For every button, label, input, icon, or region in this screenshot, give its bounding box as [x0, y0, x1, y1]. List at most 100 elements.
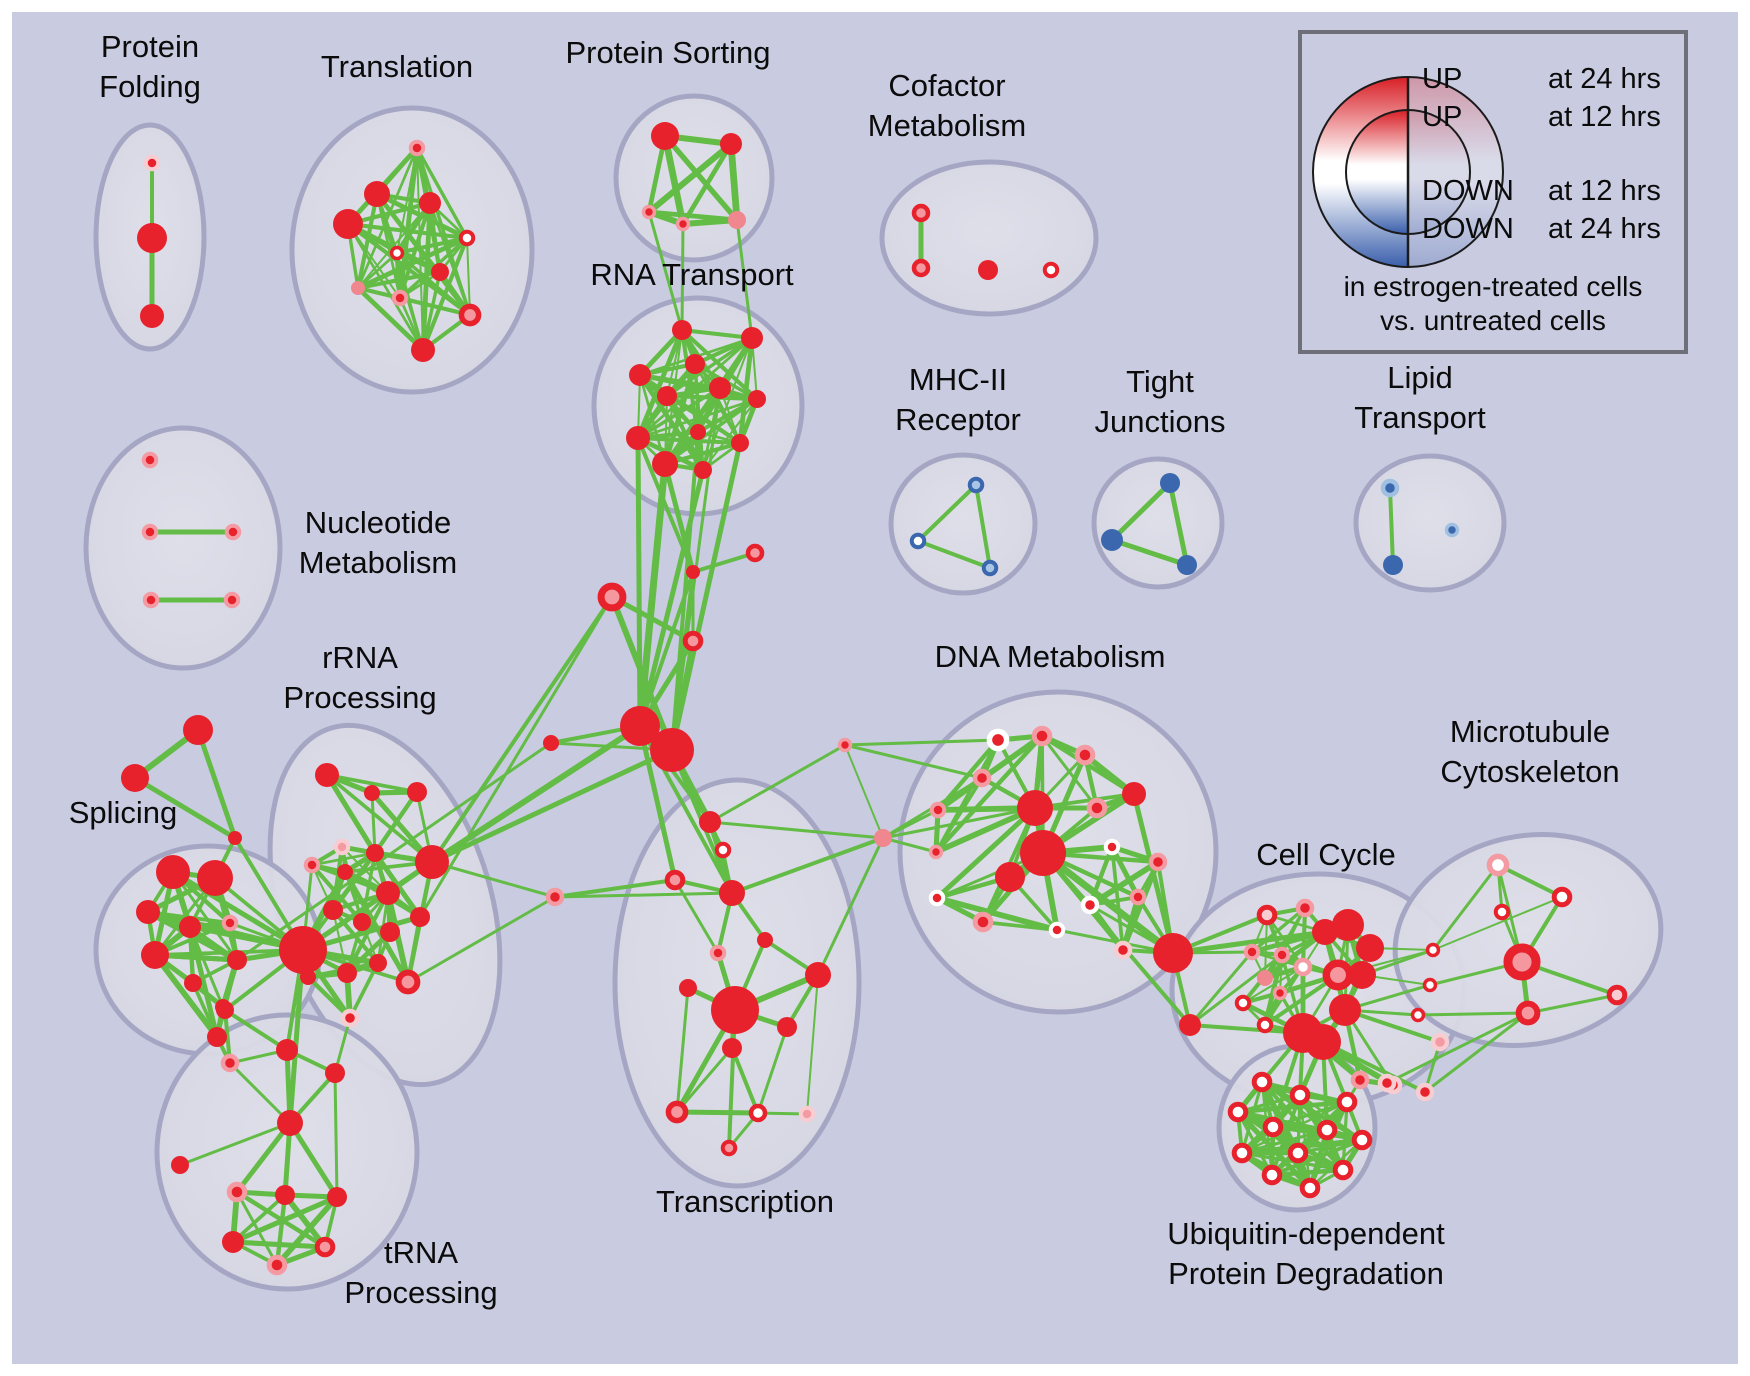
legend-time-label: at 24 hrs [1548, 63, 1661, 95]
node-red_ring_white [1234, 994, 1252, 1012]
node-red [364, 181, 390, 207]
edge [230, 1239, 328, 1250]
node-pink_ring_red [1272, 985, 1288, 1001]
edge [553, 891, 734, 899]
cluster-label-ubiquitin-degradation: Ubiquitin-dependent Protein Degradation [1167, 1216, 1445, 1291]
legend-direction-label: UP [1422, 63, 1462, 95]
node-red_ring_white [1256, 1016, 1274, 1034]
cluster-label-line: MHC-II [909, 362, 1007, 397]
edge [187, 924, 220, 1040]
cluster-label-line: Cell Cycle [1256, 837, 1396, 872]
edge [679, 327, 755, 341]
node-red [171, 1156, 189, 1174]
edge [609, 594, 696, 644]
edge [663, 397, 759, 466]
node-red [690, 424, 706, 440]
cluster-label-tight-junctions: Tight Junctions [1095, 364, 1226, 439]
node-blue [1177, 555, 1197, 575]
edge [974, 483, 992, 570]
edge [1431, 863, 1500, 952]
node-lblue_ring_blue [1380, 478, 1400, 498]
legend-box [1298, 30, 1688, 354]
node-red [1312, 919, 1338, 945]
node-red [652, 451, 678, 477]
node-pink_ring_white [1486, 853, 1510, 877]
edge [430, 860, 557, 899]
cluster-label-lipid-transport: Lipid Transport [1354, 360, 1486, 435]
edge [664, 393, 760, 402]
node-red [275, 1185, 295, 1205]
node-red_ring_white [748, 1103, 768, 1123]
node-lpink_ring_red [1377, 1073, 1397, 1093]
cluster-ellipse-cofactor-metabolism [879, 159, 1099, 317]
cluster-ellipse-lipid-transport [1353, 453, 1507, 593]
edge [635, 327, 685, 441]
node-red [179, 916, 201, 938]
node-red_ring_pink [458, 303, 482, 327]
node-pink_ring_red [1295, 898, 1315, 918]
node-red_ring_pink [314, 1236, 336, 1258]
node-pink [1257, 970, 1273, 986]
node-red [1356, 934, 1384, 962]
node-red [672, 320, 692, 340]
edge [933, 733, 1045, 855]
edge [636, 397, 759, 440]
node-pink [874, 829, 892, 847]
node-red [216, 1001, 234, 1019]
edge [609, 594, 675, 753]
edge [730, 836, 885, 895]
legend-direction-label: DOWN [1422, 213, 1514, 245]
edge [1269, 1167, 1346, 1178]
edge [345, 221, 470, 241]
cluster-ellipse-mhc-ii-receptor [888, 452, 1038, 596]
node-red_ring_lpink [1256, 904, 1278, 926]
node-red [276, 1039, 298, 1061]
edge [934, 805, 1038, 901]
edge [806, 974, 819, 1115]
edge [418, 595, 614, 919]
edge [665, 336, 754, 398]
node-red [722, 1038, 742, 1058]
edge [730, 1046, 760, 1115]
node-red_ring_pink [665, 1100, 689, 1124]
cluster-label-line: Junctions [1095, 404, 1226, 439]
node-red_ring_white [714, 841, 732, 859]
edge [1343, 1008, 1442, 1044]
node-red [1329, 994, 1361, 1026]
node-red_ring_white [1551, 886, 1573, 908]
edge [637, 372, 760, 402]
cluster-label-line: Transcription [656, 1184, 834, 1219]
cluster-label-line: Nucleotide [305, 505, 451, 540]
legend-inner-circle-faded [1408, 110, 1470, 234]
cluster-label-dna-metabolism: DNA Metabolism [935, 639, 1166, 674]
node-red_ring_white [1410, 1007, 1426, 1023]
node-red_ring_pink [1322, 959, 1354, 991]
node-red [1017, 790, 1053, 826]
node-white_ring_red [1080, 895, 1100, 915]
node-red [277, 1110, 303, 1136]
nodes-layer [121, 122, 1628, 1276]
edge [1388, 486, 1395, 567]
labels-layer: Protein Folding Translation Protein Sorting… [69, 29, 1620, 1310]
node-red [543, 735, 559, 751]
cluster-label-line: Transport [1354, 400, 1486, 435]
node-pink_ring_red [972, 768, 992, 788]
node-pink_ring_red [141, 523, 159, 541]
node-red [757, 932, 773, 948]
node-red_ring_white [1493, 903, 1511, 921]
node-lpink_ring_pink [1430, 1032, 1450, 1052]
edge [1242, 966, 1304, 1004]
node-red [333, 209, 363, 239]
edge [178, 1121, 292, 1167]
node-red [995, 862, 1025, 892]
node-red [227, 950, 247, 970]
node-red [711, 986, 759, 1034]
node-red_ring_white [1289, 1084, 1311, 1106]
edge [415, 146, 469, 240]
edge [756, 1025, 789, 1115]
edge [843, 738, 1000, 747]
node-pink_ring_red [837, 737, 853, 753]
node-red [315, 763, 339, 787]
edge [637, 372, 706, 473]
